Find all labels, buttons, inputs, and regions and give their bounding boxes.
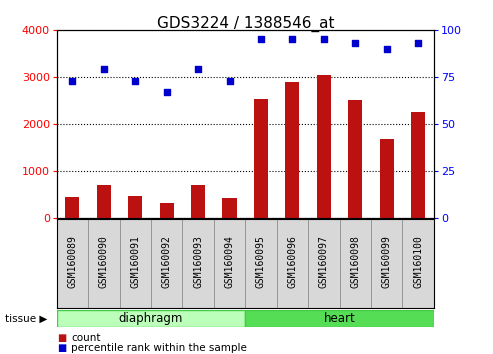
Bar: [348, 99, 362, 218]
Bar: [411, 112, 425, 218]
Bar: [214, 219, 246, 308]
Text: GSM160091: GSM160091: [130, 235, 141, 289]
Text: ■: ■: [57, 333, 66, 343]
Bar: [245, 219, 277, 308]
Point: [100, 67, 108, 72]
Bar: [285, 82, 299, 218]
Point: [131, 78, 139, 84]
Bar: [191, 185, 205, 218]
Text: ■: ■: [57, 343, 66, 353]
Point: [194, 67, 202, 72]
Point: [257, 37, 265, 42]
Text: GSM160099: GSM160099: [382, 235, 392, 289]
Bar: [66, 196, 79, 218]
Bar: [222, 198, 237, 218]
Text: count: count: [71, 333, 101, 343]
Bar: [151, 219, 182, 308]
Bar: [57, 219, 88, 308]
Text: GSM160089: GSM160089: [68, 235, 77, 289]
Bar: [128, 196, 142, 218]
Bar: [57, 310, 245, 327]
Point: [352, 40, 359, 46]
Text: percentile rank within the sample: percentile rank within the sample: [71, 343, 247, 353]
Bar: [88, 219, 119, 308]
Bar: [340, 219, 371, 308]
Text: diaphragm: diaphragm: [119, 312, 183, 325]
Point: [414, 40, 422, 46]
Bar: [160, 203, 174, 218]
Bar: [308, 219, 340, 308]
Bar: [402, 219, 434, 308]
Point: [288, 37, 296, 42]
Point: [383, 46, 390, 52]
Text: GDS3224 / 1388546_at: GDS3224 / 1388546_at: [156, 16, 334, 32]
Bar: [245, 310, 434, 327]
Text: GSM160094: GSM160094: [224, 235, 235, 289]
Bar: [277, 219, 308, 308]
Text: GSM160093: GSM160093: [193, 235, 203, 289]
Text: GSM160097: GSM160097: [319, 235, 329, 289]
Text: GSM160092: GSM160092: [162, 235, 172, 289]
Point: [163, 89, 171, 95]
Bar: [254, 99, 268, 218]
Text: GSM160090: GSM160090: [99, 235, 109, 289]
Point: [320, 37, 328, 42]
Text: heart: heart: [324, 312, 355, 325]
Text: GSM160095: GSM160095: [256, 235, 266, 289]
Point: [69, 78, 76, 84]
Text: GSM160098: GSM160098: [350, 235, 360, 289]
Text: GSM160096: GSM160096: [287, 235, 297, 289]
Point: [226, 78, 234, 84]
Bar: [371, 219, 402, 308]
Bar: [182, 219, 214, 308]
Bar: [317, 75, 331, 218]
Text: tissue ▶: tissue ▶: [5, 314, 47, 324]
Bar: [380, 139, 394, 218]
Bar: [119, 219, 151, 308]
Text: GSM160100: GSM160100: [413, 235, 423, 289]
Bar: [97, 185, 111, 218]
